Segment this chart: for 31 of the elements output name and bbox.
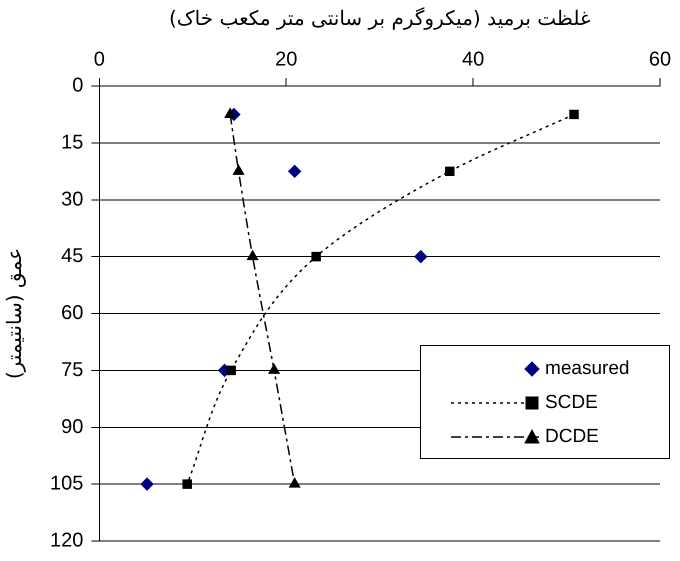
y-tick-label: 15 [61,131,84,154]
point [288,478,300,488]
point [569,110,579,120]
y-tick-label: 105 [50,472,84,495]
x-axis-title: غلظت برمید (میکروگرم بر سانتی متر مکعب خاک) [168,6,590,30]
point [226,366,236,376]
y-tick-label: 75 [61,358,84,381]
point [311,252,321,262]
y-axis-title: عمق (سانتیمتر) [2,248,26,380]
y-tick-label: 0 [72,74,84,97]
x-tick-label: 40 [462,48,484,71]
x-tick-label: 60 [648,48,672,71]
y-tick-label: 30 [61,188,84,210]
x-tick-label: 0 [94,48,105,71]
point [232,164,244,175]
y-tick-label: 60 [61,302,84,324]
y-tick-label: 90 [61,416,84,438]
point [414,250,428,264]
point [445,166,455,176]
y-tick-label: 120 [50,530,84,552]
point [246,250,258,260]
legend-label: DCDE [545,426,599,448]
legend-label: SCDE [545,392,598,414]
point [182,479,192,489]
point [140,478,154,491]
point [288,164,302,178]
x-tick-label: 20 [275,48,298,71]
point [268,364,280,374]
y-tick-label: 45 [61,245,84,268]
legend-label: measured [545,358,630,380]
point [224,108,236,118]
